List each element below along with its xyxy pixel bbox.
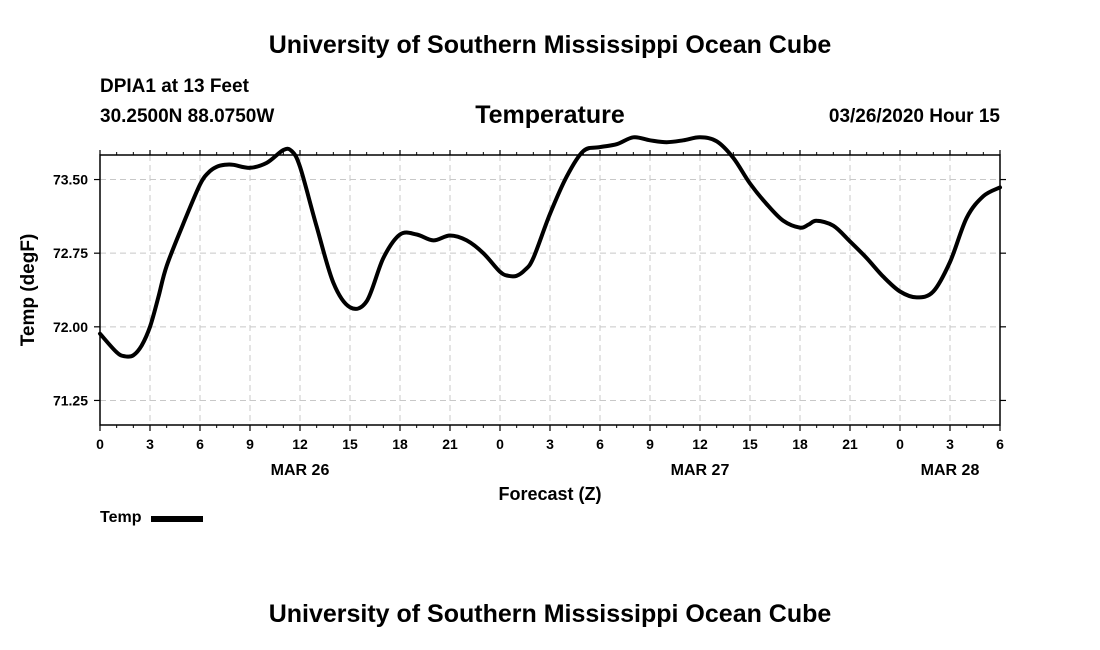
x-tick-label: 3 xyxy=(146,436,154,452)
x-tick-label: 9 xyxy=(646,436,654,452)
x-tick-label: 6 xyxy=(996,436,1004,452)
top-title: University of Southern Mississippi Ocean… xyxy=(268,31,832,59)
x-axis-label: Forecast (Z) xyxy=(498,484,601,504)
x-tick-label: 6 xyxy=(196,436,204,452)
y-tick-label: 72.75 xyxy=(53,245,88,261)
forecast-timestamp: 03/26/2020 Hour 15 xyxy=(828,106,1000,127)
x-tick-label: 18 xyxy=(792,436,808,452)
x-tick-label: 15 xyxy=(342,436,358,452)
bottom-title: University of Southern Mississippi Ocean… xyxy=(268,600,832,628)
x-tick-label: 6 xyxy=(596,436,604,452)
x-tick-label: 3 xyxy=(546,436,554,452)
x-tick-label: 9 xyxy=(246,436,254,452)
x-tick-label: 12 xyxy=(692,436,708,452)
temp-series-line xyxy=(98,135,1002,359)
x-tick-label: 21 xyxy=(842,436,858,452)
station-coordinates: 30.2500N 88.0750W xyxy=(100,106,275,127)
x-tick-label: 0 xyxy=(496,436,504,452)
chart-title: Temperature xyxy=(475,101,625,129)
x-tick-label: 0 xyxy=(96,436,104,452)
y-tick-label: 72.00 xyxy=(53,319,88,335)
x-tick-label: 0 xyxy=(896,436,904,452)
date-label: MAR 26 xyxy=(271,462,330,479)
date-label: MAR 28 xyxy=(921,462,980,479)
x-tick-label: 18 xyxy=(392,436,408,452)
y-tick-label: 73.50 xyxy=(53,172,88,188)
y-axis-label: Temp (degF) xyxy=(18,234,39,347)
x-tick-label: 12 xyxy=(292,436,308,452)
station-name: DPIA1 at 13 Feet xyxy=(100,76,249,97)
legend-line-swatch xyxy=(151,516,204,522)
legend-label: Temp xyxy=(100,509,142,526)
y-tick-label: 71.25 xyxy=(53,392,88,408)
legend: Temp xyxy=(100,509,204,527)
x-tick-label: 3 xyxy=(946,436,954,452)
x-tick-label: 15 xyxy=(742,436,758,452)
x-tick-label: 21 xyxy=(442,436,458,452)
date-label: MAR 27 xyxy=(671,462,730,479)
